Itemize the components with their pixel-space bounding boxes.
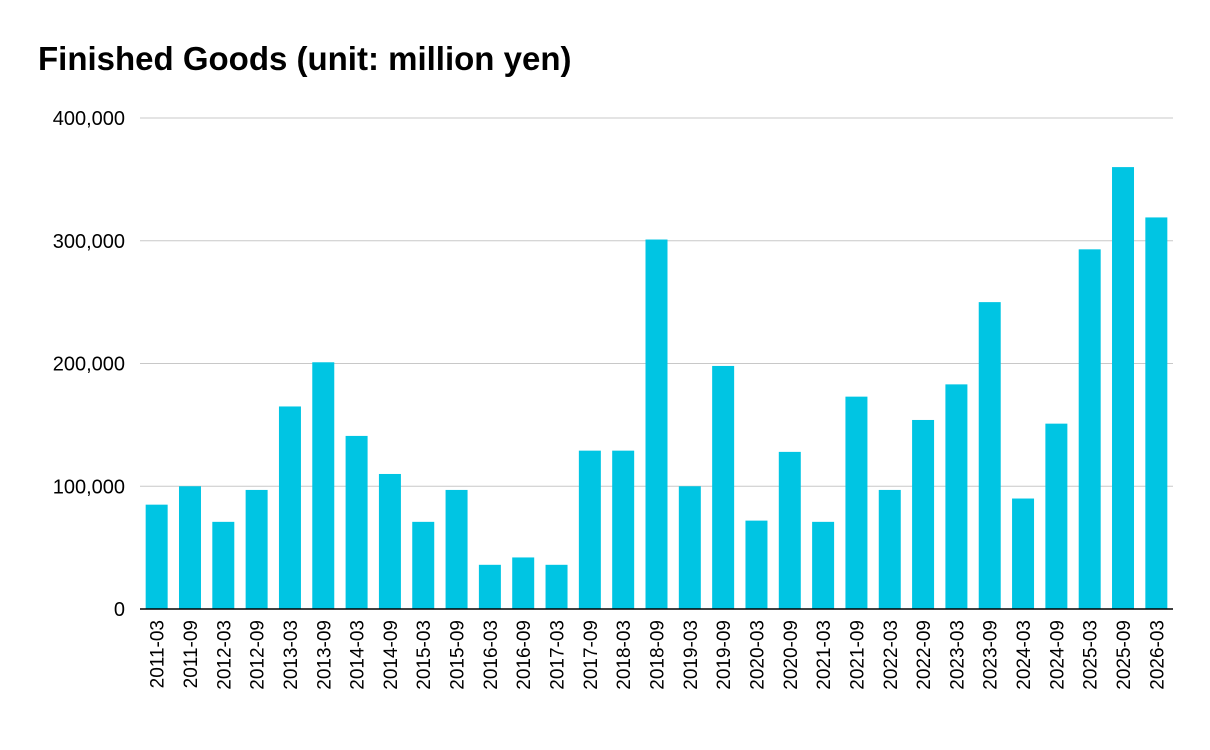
bar xyxy=(312,362,334,609)
y-tick-label: 200,000 xyxy=(53,354,125,376)
x-tick-label: 2022-03 xyxy=(881,620,902,690)
bar xyxy=(412,522,434,609)
bar xyxy=(612,451,634,609)
bar xyxy=(712,366,734,609)
x-tick-label: 2016-09 xyxy=(514,620,535,690)
x-tick-label: 2025-03 xyxy=(1081,620,1102,690)
bar xyxy=(212,522,234,609)
x-tick-label: 2011-03 xyxy=(148,620,169,688)
bar xyxy=(146,505,168,609)
bar xyxy=(1079,249,1101,609)
bar xyxy=(1112,167,1134,609)
bar xyxy=(379,474,401,609)
x-tick-label: 2026-03 xyxy=(1147,620,1168,690)
x-tick-label: 2012-09 xyxy=(248,620,269,690)
x-tick-label: 2023-03 xyxy=(947,620,968,690)
bar xyxy=(646,240,668,609)
bar xyxy=(546,565,568,609)
bar xyxy=(879,490,901,609)
bars xyxy=(146,167,1168,609)
x-tick-label: 2021-03 xyxy=(814,620,835,690)
bar xyxy=(246,490,268,609)
bar xyxy=(1145,217,1167,609)
y-tick-label: 0 xyxy=(114,599,125,621)
x-tick-label: 2014-03 xyxy=(348,620,369,690)
x-tick-label: 2023-09 xyxy=(981,620,1002,690)
bar xyxy=(1045,424,1067,609)
y-tick-label: 300,000 xyxy=(53,231,125,253)
x-tick-label: 2015-09 xyxy=(448,620,469,690)
y-tick-label: 400,000 xyxy=(53,108,125,130)
y-tick-labels: 0 100,000 200,000 300,000 400,000 xyxy=(53,108,125,621)
bar xyxy=(279,406,301,609)
bar xyxy=(912,420,934,609)
y-tick-label: 100,000 xyxy=(53,476,125,498)
bar xyxy=(346,436,368,609)
x-tick-labels: 2011-03 2011-09 2012-03 2012-09 2013-03 2013-… xyxy=(148,620,1169,690)
bar xyxy=(179,486,201,609)
x-tick-label: 2013-09 xyxy=(314,620,335,690)
x-tick-label: 2017-03 xyxy=(548,620,569,690)
x-tick-label: 2011-09 xyxy=(181,620,202,688)
x-tick-label: 2020-09 xyxy=(781,620,802,690)
bar xyxy=(679,486,701,609)
x-tick-label: 2022-09 xyxy=(914,620,935,690)
x-tick-label: 2018-09 xyxy=(648,620,669,690)
bar xyxy=(1012,499,1034,609)
bar xyxy=(579,451,601,609)
x-tick-label: 2019-03 xyxy=(681,620,702,690)
bar xyxy=(812,522,834,609)
x-tick-label: 2024-03 xyxy=(1014,620,1035,690)
x-tick-label: 2021-09 xyxy=(847,620,868,690)
x-tick-label: 2015-03 xyxy=(414,620,435,690)
x-tick-label: 2020-03 xyxy=(747,620,768,690)
x-tick-label: 2018-03 xyxy=(614,620,635,690)
bar xyxy=(979,302,1001,609)
bar xyxy=(945,384,967,609)
bar xyxy=(779,452,801,609)
x-tick-label: 2024-09 xyxy=(1047,620,1068,690)
x-tick-label: 2025-09 xyxy=(1114,620,1135,690)
x-tick-label: 2013-03 xyxy=(281,620,302,690)
x-tick-label: 2019-09 xyxy=(714,620,735,690)
bar xyxy=(745,521,767,609)
bar xyxy=(845,397,867,609)
bar xyxy=(446,490,468,609)
x-tick-label: 2017-09 xyxy=(581,620,602,690)
bar xyxy=(479,565,501,609)
bar xyxy=(512,557,534,609)
x-tick-label: 2012-03 xyxy=(214,620,235,690)
x-tick-label: 2014-09 xyxy=(381,620,402,690)
x-tick-label: 2016-03 xyxy=(481,620,502,690)
